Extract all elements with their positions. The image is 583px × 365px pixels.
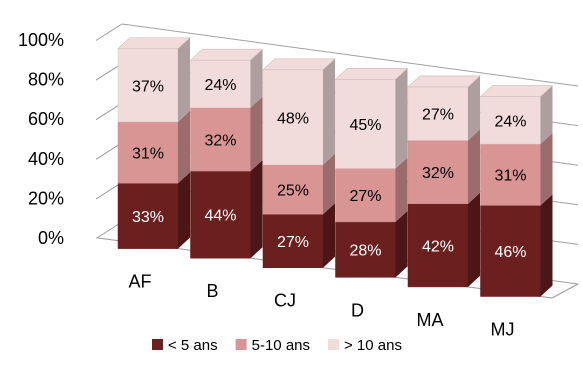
legend: < 5 ans 5-10 ans > 10 ans — [152, 337, 402, 354]
legend-swatch — [152, 339, 163, 350]
bar-side-face — [250, 49, 263, 108]
bars — [117, 37, 554, 297]
bar-side-face — [468, 75, 480, 141]
data-label: 27% — [422, 107, 454, 124]
bar-side-face — [540, 85, 553, 145]
legend-label: 5-10 ans — [252, 337, 310, 354]
data-label: 31% — [494, 168, 526, 185]
data-label: 24% — [204, 77, 236, 94]
data-label: 44% — [204, 208, 236, 225]
gridline-connector — [95, 102, 123, 121]
x-axis-categories: AF B CJ D MA MJ — [128, 272, 514, 340]
bar-side-face — [468, 129, 480, 204]
bar-segment — [479, 85, 554, 145]
bar-side-face — [395, 68, 408, 169]
bar-segment — [407, 129, 480, 205]
category-label: D — [351, 300, 364, 320]
bar-side-face — [323, 203, 335, 268]
bar-top-face — [117, 37, 191, 49]
bar-side-face — [250, 96, 263, 172]
y-tick-label: 60% — [28, 109, 64, 129]
bar-top-face — [334, 68, 409, 80]
gridline-connector — [95, 142, 123, 160]
data-label: 42% — [422, 238, 454, 255]
bar-top-face — [262, 58, 336, 71]
category-label: CJ — [274, 291, 296, 311]
bar-segment — [407, 75, 481, 141]
data-label: 32% — [204, 132, 236, 149]
category-label: B — [206, 281, 218, 301]
bar-top-face — [479, 85, 554, 97]
gridline-connector — [95, 23, 123, 41]
floor-right-edge — [551, 283, 579, 299]
bar-side-face — [250, 160, 263, 259]
y-tick-label: 0% — [38, 228, 64, 248]
legend-item: > 10 ans — [328, 337, 402, 354]
data-label: 28% — [349, 243, 381, 260]
data-label: 37% — [132, 78, 164, 95]
data-label: 31% — [132, 146, 164, 163]
bar-segment — [262, 58, 336, 166]
legend-label: > 10 ans — [344, 337, 402, 354]
gridline-connector — [95, 63, 123, 81]
y-tick-label: 40% — [28, 149, 64, 169]
data-label: 27% — [277, 234, 309, 251]
legend-swatch — [328, 339, 339, 350]
legend-item: 5-10 ans — [235, 337, 310, 354]
gridline — [121, 23, 579, 87]
gridline-connector — [95, 221, 123, 239]
data-label: 48% — [277, 110, 309, 127]
bar-segment — [335, 210, 408, 278]
y-tick-label: 100% — [18, 30, 64, 50]
bar-segment — [480, 194, 553, 297]
bar-side-face — [395, 210, 408, 278]
data-labels: 33% 31% 37% 44% 32% 24% 27% 25% 48% 28% 27% 45% 42% 3… — [132, 77, 527, 261]
data-label: 25% — [277, 183, 309, 200]
bar-segment — [190, 96, 263, 172]
bar-segment — [407, 192, 480, 288]
category-label: MJ — [491, 319, 515, 339]
data-label: 24% — [494, 113, 526, 130]
bar-segment — [262, 203, 335, 269]
data-label: 32% — [422, 165, 454, 182]
category-label: AF — [128, 272, 151, 292]
bar-side-face — [178, 110, 190, 184]
bar-segment — [117, 172, 190, 249]
legend-swatch — [235, 339, 247, 350]
bar-side-face — [323, 58, 335, 165]
bar-segment — [334, 68, 409, 169]
gridline-connector — [95, 181, 123, 200]
bar-segment — [189, 48, 264, 108]
category-label: MA — [417, 310, 444, 330]
legend-label: < 5 ans — [168, 337, 218, 354]
y-axis-ticks: 0% 20% 40% 60% 80% 100% — [18, 30, 64, 248]
bar-side-face — [178, 37, 190, 122]
bar-segment — [190, 160, 263, 259]
bar-side-face — [468, 192, 480, 287]
bar-segment — [335, 157, 408, 223]
y-tick-label: 80% — [28, 70, 64, 90]
bar-top-face — [189, 48, 264, 61]
y-tick-label: 20% — [28, 188, 64, 208]
bar-side-face — [323, 153, 335, 215]
bar-segment — [480, 133, 553, 206]
bar-side-face — [540, 194, 553, 297]
bar-top-face — [407, 75, 481, 88]
bar-segment — [117, 37, 191, 123]
bar-side-face — [395, 157, 408, 222]
data-label: 27% — [349, 188, 381, 205]
data-label: 33% — [132, 209, 164, 226]
legend-item: < 5 ans — [152, 337, 218, 354]
data-label: 45% — [349, 117, 381, 134]
bar-segment — [262, 153, 335, 215]
bar-side-face — [540, 133, 553, 206]
bar-segment — [117, 110, 190, 184]
bar-side-face — [178, 172, 190, 249]
data-label: 46% — [494, 244, 526, 261]
